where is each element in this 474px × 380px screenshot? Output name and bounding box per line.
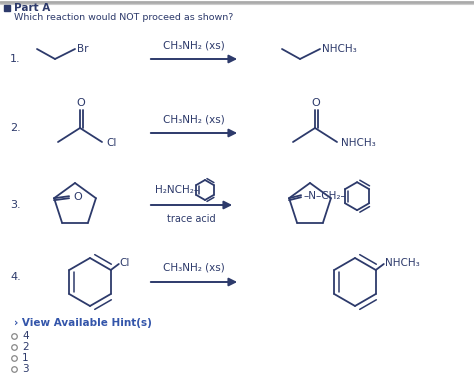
Text: Part A: Part A	[14, 3, 50, 13]
Text: O: O	[311, 98, 320, 108]
Text: NHCH₃: NHCH₃	[341, 138, 376, 148]
Text: CH₃NH₂ (xs): CH₃NH₂ (xs)	[163, 40, 225, 50]
Text: Cl: Cl	[106, 138, 117, 148]
Text: trace acid: trace acid	[167, 214, 215, 224]
Text: NHCH₃: NHCH₃	[385, 258, 419, 268]
Text: 3: 3	[22, 364, 28, 374]
Text: CH₃NH₂ (xs): CH₃NH₂ (xs)	[163, 114, 225, 124]
Text: › View Available Hint(s): › View Available Hint(s)	[14, 318, 152, 328]
Text: H₂NCH₂–: H₂NCH₂–	[155, 185, 199, 195]
Text: NHCH₃: NHCH₃	[322, 44, 357, 54]
Text: 4.: 4.	[10, 272, 21, 282]
Text: O: O	[73, 192, 82, 202]
Text: 4: 4	[22, 331, 28, 341]
Text: Which reaction would NOT proceed as shown?: Which reaction would NOT proceed as show…	[14, 14, 233, 22]
Text: 2.: 2.	[10, 123, 21, 133]
Text: O: O	[77, 98, 85, 108]
Text: 1.: 1.	[10, 54, 21, 64]
Text: Cl: Cl	[120, 258, 130, 268]
Text: 1: 1	[22, 353, 28, 363]
Text: 3.: 3.	[10, 200, 21, 210]
Text: 2: 2	[22, 342, 28, 352]
Text: Br: Br	[77, 44, 89, 54]
Text: CH₃NH₂ (xs): CH₃NH₂ (xs)	[163, 262, 225, 272]
Text: –N–CH₂–: –N–CH₂–	[303, 191, 346, 201]
